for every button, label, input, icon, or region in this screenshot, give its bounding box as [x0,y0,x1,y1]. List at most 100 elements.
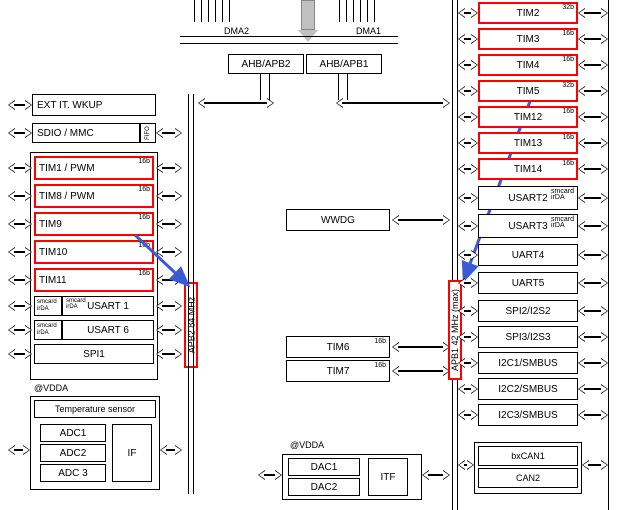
tim11-la [8,275,32,285]
i2c2-la [458,384,478,394]
if-block: IF [112,424,152,482]
tim13-bits: 16b [562,134,574,141]
tim12-bits: 16b [562,108,574,115]
tim7-bits: 16b [374,362,386,369]
tim6-label: TIM6 [327,342,350,353]
tim2-ra [578,8,608,18]
usart2-la [458,193,478,203]
usart1-block: smcard irDA USART 1 [62,296,154,316]
tim9-block: TIM9 16b [34,212,154,236]
usart3-ra [578,221,608,231]
spi2-ra [578,306,608,316]
uart5-la [458,278,478,288]
temp-sensor-block: Temperature sensor [34,400,156,418]
tim13-la [458,138,478,148]
i2c2-ra [578,384,608,394]
adc-la [8,445,30,455]
i2c3-ra [578,410,608,420]
spi3-la [458,332,478,342]
tim11-label: TIM11 [39,275,67,286]
tim5-la [458,86,478,96]
tim8-block: TIM8 / PWM 16b [34,184,154,208]
usart6-label: USART 6 [87,325,129,336]
adc3-block: ADC 3 [40,464,106,482]
usart2-label: USART2 [508,193,547,204]
tim11-block: TIM11 16b [34,268,154,292]
usart3-label: USART3 [508,221,547,232]
top-arrow-group-right [333,0,383,26]
tim14-ra [578,164,608,174]
dac1-block: DAC1 [288,458,360,476]
uart5-ra [578,278,608,288]
tim4-bits: 16b [562,56,574,63]
tim14-la [458,164,478,174]
bxcan1-block: bxCAN1 [478,446,578,466]
tim1-bits: 16b [138,158,150,165]
tim9-bits: 16b [138,214,150,221]
can2-block: CAN2 [478,468,578,488]
tim10-ra [156,247,182,257]
vdda-left-label: @VDDA [34,383,68,393]
tim3-label: TIM3 [517,34,540,45]
usart1-note: smcard irDA [66,298,86,310]
tim1-ra [156,163,182,173]
spi1-block: SPI1 [34,344,154,364]
tim6-block: TIM6 16b [286,336,390,358]
sdio-left-arrow [8,128,32,138]
tim14-bits: 16b [562,160,574,167]
apb1-h-link [336,98,450,108]
tim1-block: TIM1 / PWM 16b [34,156,154,180]
tim8-la [8,191,32,201]
wwdg-block: WWDG [286,209,390,231]
i2c3-la [458,410,478,420]
tim14-block: TIM14 16b [478,158,578,180]
tim14-label: TIM14 [514,164,542,175]
tim3-ra [578,34,608,44]
tim3-bits: 16b [562,30,574,37]
ext-it-wkup-block: EXT IT. WKUP [32,94,156,116]
i2c3-block: I2C3/SMBUS [478,404,578,426]
block-diagram: DMA2 DMA1 AHB/APB2 AHB/APB1 EXT IT. WKUP… [0,0,628,510]
tim2-block: TIM2 32b [478,2,578,24]
tim3-la [458,34,478,44]
ahb-apb1-block: AHB/APB1 [306,54,382,74]
usart2-note: smcard irDA [551,189,574,201]
sdio-mmc-block: SDIO / MMC [32,123,140,143]
tim10-label: TIM10 [39,247,67,258]
tim2-label: TIM2 [517,8,540,19]
dma2-label: DMA2 [224,26,249,36]
usart6-la [8,325,32,335]
can-la [458,460,474,470]
tim5-bits: 32b [562,82,574,89]
usart3-la [458,221,478,231]
vdda-center-label: @VDDA [290,440,324,450]
spi3-block: SPI3/I2S3 [478,326,578,348]
tim5-label: TIM5 [517,86,540,97]
ahb-apb2-block: AHB/APB2 [228,54,304,74]
apb2-drop [260,74,270,100]
tim4-label: TIM4 [517,60,540,71]
usart6-block: USART 6 [62,320,154,340]
right-border [608,0,609,510]
dma1-label: DMA1 [356,26,381,36]
tim13-ra [578,138,608,148]
i2c1-la [458,358,478,368]
ext-it-left-arrow [8,100,32,110]
tim8-bits: 16b [138,186,150,193]
tim12-la [458,112,478,122]
tim4-block: TIM4 16b [478,54,578,76]
tim9-ra [156,219,182,229]
tim10-la [8,247,32,257]
fifo-block: FIFO [140,123,156,143]
tim12-ra [578,112,608,122]
dac2-block: DAC2 [288,478,360,496]
tim5-ra [578,86,608,96]
tim4-la [458,60,478,70]
tim9-label: TIM9 [39,219,62,230]
apb2-h-link [198,98,274,108]
dac-la [258,470,282,480]
spi2-la [458,306,478,316]
tim13-block: TIM13 16b [478,132,578,154]
tim11-ra [156,275,182,285]
can-ra [582,460,608,470]
